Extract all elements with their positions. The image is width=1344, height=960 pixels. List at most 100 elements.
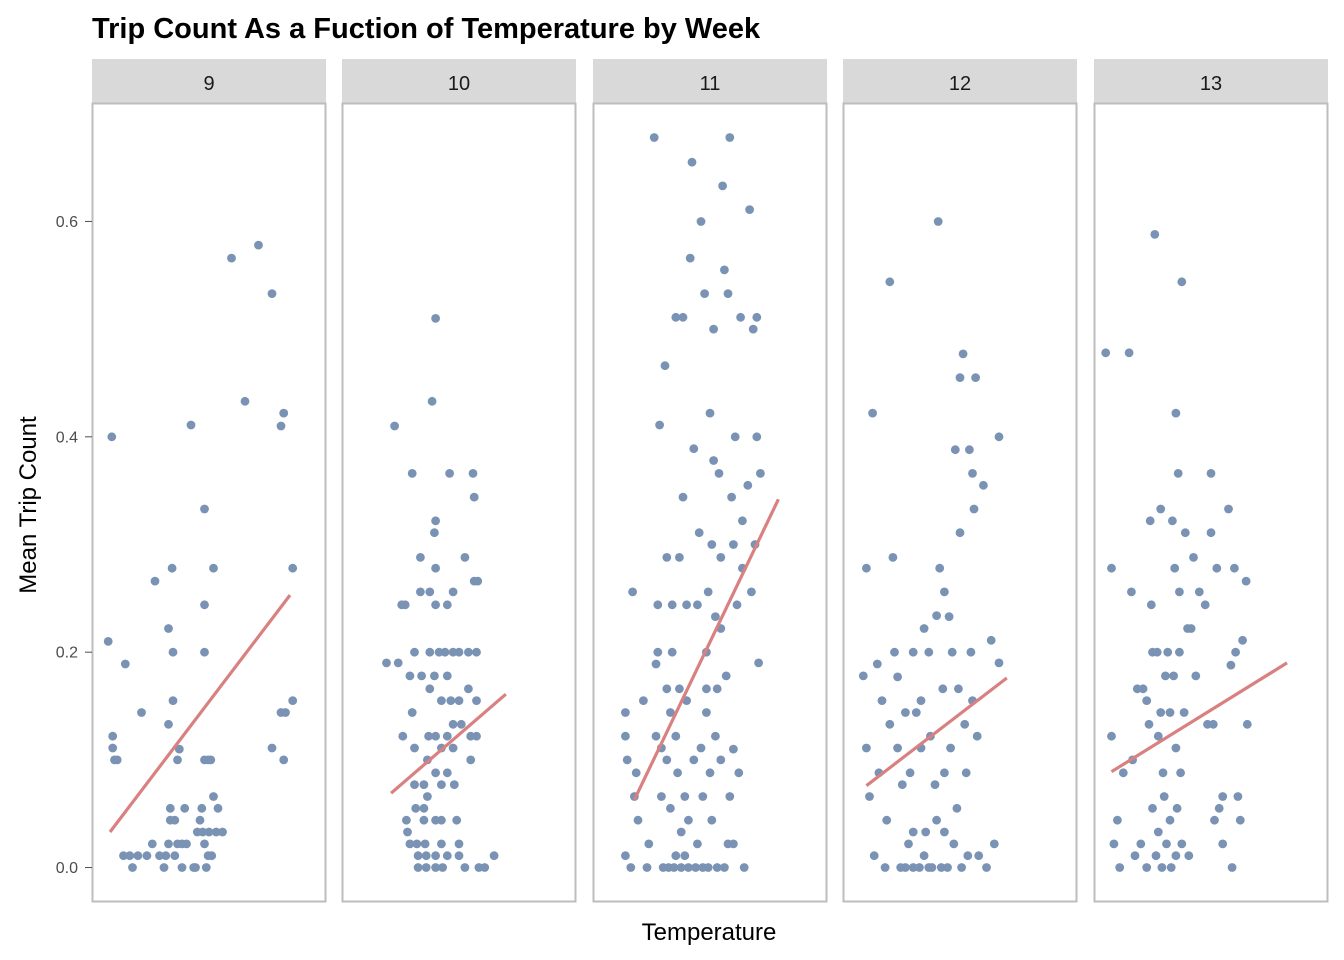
scatter-point [691, 863, 700, 872]
scatter-point [1101, 348, 1111, 358]
scatter-point [649, 133, 659, 142]
scatter-point [1156, 708, 1166, 717]
panel-border [592, 102, 828, 903]
scatter-point [882, 815, 892, 825]
scatter-point [666, 803, 675, 813]
scatter-point [267, 743, 277, 753]
scatter-point [402, 815, 411, 825]
scatter-point [1162, 839, 1171, 849]
facet-panel-week-9: 9 [91, 59, 327, 903]
scatter-point [1227, 863, 1237, 872]
facet-strip [593, 59, 827, 103]
scatter-point [725, 133, 735, 142]
scatter-point [103, 637, 113, 646]
scatter-point [1146, 600, 1156, 610]
scatter-point [430, 528, 439, 538]
scatter-point [743, 480, 753, 490]
scatter-point [1208, 719, 1218, 729]
scatter-point [240, 396, 250, 406]
x-axis-title: Temperature [642, 919, 777, 946]
scatter-point [442, 600, 452, 610]
scatter-point [938, 684, 948, 694]
scatter-point [431, 851, 440, 861]
scatter-point [908, 863, 918, 872]
scatter-point [716, 553, 726, 562]
scatter-point [946, 743, 955, 753]
scatter-point [651, 731, 661, 741]
scatter-point [675, 553, 684, 562]
scatter-point [729, 839, 738, 849]
scatter-point [687, 157, 697, 167]
scatter-point [200, 839, 209, 849]
scatter-point [155, 851, 164, 861]
scatter-point [734, 768, 744, 778]
scatter-point [281, 708, 290, 717]
scatter-point [424, 731, 433, 741]
scatter-point [1212, 563, 1222, 573]
facet-panel-week-12: 12 [842, 59, 1078, 903]
trend-line [390, 692, 507, 795]
scatter-point [1153, 827, 1163, 837]
scatter-point [489, 851, 499, 861]
scatter-point [675, 684, 684, 694]
scatter-point [908, 827, 918, 837]
scatter-point [966, 647, 976, 657]
scatter-point [721, 671, 731, 681]
scatter-point [218, 827, 227, 837]
scatter-point [164, 624, 173, 633]
scatter-point [974, 851, 984, 861]
scatter-point [445, 469, 454, 478]
scatter-point [1231, 647, 1240, 657]
scatter-point [919, 624, 929, 633]
scatter-point [425, 647, 435, 657]
trend-line [108, 594, 292, 833]
scatter-point [1170, 563, 1180, 573]
scatter-point [628, 587, 637, 597]
scatter-point [1176, 768, 1185, 778]
scatter-point [200, 504, 209, 514]
scatter-point [1127, 587, 1136, 597]
scatter-point [161, 851, 171, 861]
scatter-point [437, 839, 446, 849]
scatter-point [1233, 792, 1243, 801]
scatter-point [1130, 851, 1140, 861]
panel-border [91, 102, 327, 903]
scatter-point [425, 684, 435, 694]
scatter-point [1189, 553, 1198, 562]
scatter-point [182, 839, 191, 849]
scatter-point [940, 587, 949, 597]
scatter-point [711, 612, 720, 621]
panel-border [1093, 102, 1329, 903]
scatter-point [472, 696, 481, 705]
scatter-point [890, 647, 899, 657]
scatter-point [191, 863, 200, 872]
y-tick-label-3: 0.6 [56, 214, 78, 231]
scatter-point [631, 768, 641, 778]
scatter-point [1184, 851, 1194, 861]
scatter-point [682, 600, 691, 610]
scatter-point [693, 600, 702, 610]
scatter-point [705, 768, 715, 778]
scatter-point [180, 803, 190, 813]
scatter-point [440, 647, 450, 657]
scatter-point [644, 839, 654, 849]
scatter-point [947, 647, 957, 657]
scatter-point [971, 373, 980, 382]
scatter-point [639, 696, 648, 705]
scatter-point [405, 671, 415, 681]
scatter-point [702, 708, 711, 717]
scatter-point [711, 731, 720, 741]
scatter-point [1151, 851, 1161, 861]
scatter-point [893, 743, 902, 753]
scatter-point [680, 851, 690, 861]
scatter-point [888, 553, 898, 562]
scatter-point [684, 863, 693, 872]
scatter-point [621, 851, 630, 861]
scatter-point [960, 719, 970, 729]
facet-strip-label: 10 [448, 73, 470, 95]
scatter-point [1172, 803, 1182, 813]
y-tick-label-2: 0.4 [56, 429, 78, 446]
scatter-point [1145, 516, 1155, 526]
scatter-point [211, 827, 221, 837]
scatter-point [748, 324, 758, 334]
